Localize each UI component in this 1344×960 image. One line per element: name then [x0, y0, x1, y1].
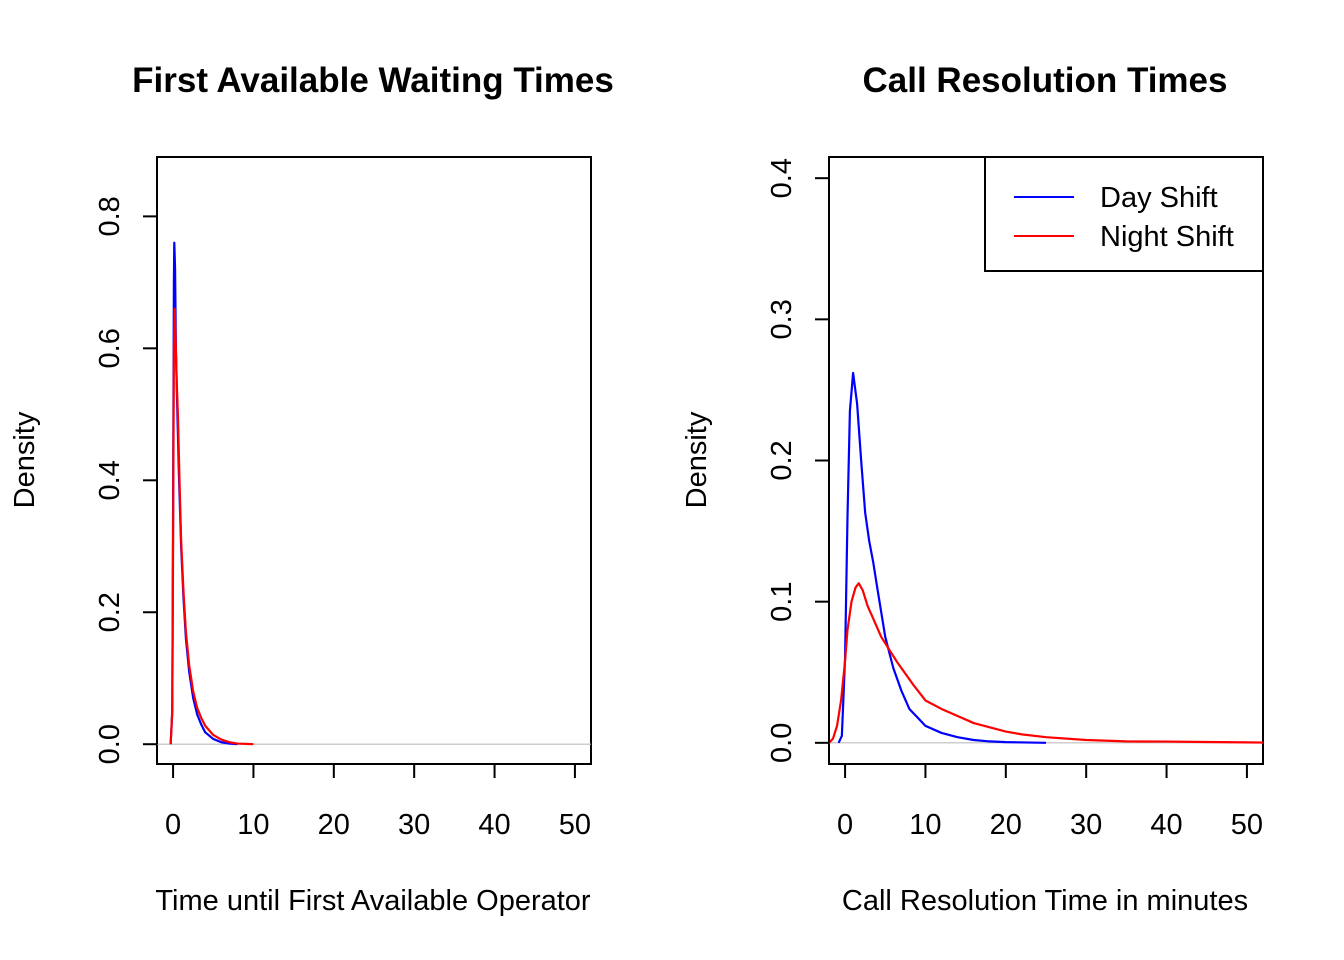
series-layer — [169, 241, 254, 746]
x-tick-label: 40 — [478, 809, 510, 841]
x-axis-label: Call Resolution Time in minutes — [842, 885, 1248, 917]
y-tick-label: 0.4 — [94, 460, 126, 500]
chart-panel-waiting-times: First Available Waiting Times 0 10 20 30 40 5… — [9, 61, 614, 917]
y-axis-label: Density — [9, 411, 41, 508]
y-tick-label: 0.2 — [94, 592, 126, 632]
y-tick-label: 0.6 — [94, 328, 126, 368]
x-tick-label: 20 — [990, 809, 1022, 841]
y-tick-label: 0.3 — [766, 299, 798, 339]
y-tick-label: 0.8 — [94, 196, 126, 236]
x-axis: 0 10 20 30 40 50 — [165, 763, 591, 841]
x-tick-label: 30 — [1070, 809, 1102, 841]
chart-title: First Available Waiting Times — [132, 61, 614, 100]
y-axis-label: Density — [681, 411, 713, 508]
series-layer — [828, 371, 1264, 744]
legend-label-night-shift: Night Shift — [1100, 221, 1234, 253]
chart-title: Call Resolution Times — [863, 61, 1228, 100]
y-tick-label: 0.0 — [766, 723, 798, 763]
series-line-day-shift — [837, 371, 1047, 744]
x-tick-label: 50 — [559, 809, 591, 841]
y-axis: 0.0 0.2 0.4 0.6 0.8 — [94, 196, 158, 764]
y-tick-label: 0.4 — [766, 158, 798, 198]
x-tick-label: 30 — [398, 809, 430, 841]
series-line-1 — [169, 307, 254, 746]
chart-panel-resolution-times: Call Resolution Times 0 10 20 30 40 50 0.0 0.1… — [681, 61, 1264, 917]
x-tick-label: 0 — [837, 809, 853, 841]
legend-label-day-shift: Day Shift — [1100, 182, 1218, 214]
legend: Day Shift Night Shift — [984, 156, 1264, 272]
x-axis-label: Time until First Available Operator — [155, 885, 591, 917]
x-tick-label: 20 — [318, 809, 350, 841]
legend-box — [984, 156, 1264, 272]
y-tick-label: 0.0 — [94, 724, 126, 764]
x-tick-label: 50 — [1231, 809, 1263, 841]
series-line-night-shift — [828, 582, 1264, 744]
y-tick-label: 0.2 — [766, 440, 798, 480]
y-tick-label: 0.1 — [766, 581, 798, 621]
x-tick-label: 0 — [165, 809, 181, 841]
plot-frame — [156, 156, 592, 765]
x-axis: 0 10 20 30 40 50 — [837, 763, 1263, 841]
x-tick-label: 10 — [237, 809, 269, 841]
x-tick-label: 40 — [1150, 809, 1182, 841]
x-tick-label: 10 — [909, 809, 941, 841]
y-axis: 0.0 0.1 0.2 0.3 0.4 — [766, 158, 830, 763]
